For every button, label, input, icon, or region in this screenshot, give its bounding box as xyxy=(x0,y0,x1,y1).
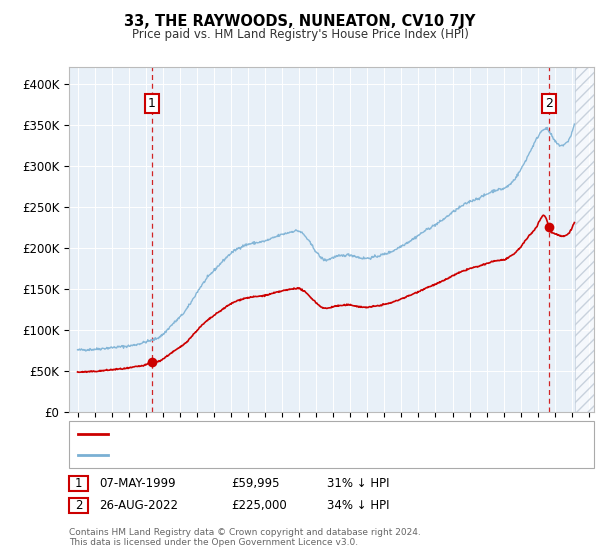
Text: 2: 2 xyxy=(545,97,553,110)
Text: 31% ↓ HPI: 31% ↓ HPI xyxy=(327,477,389,490)
Bar xyxy=(575,67,594,412)
Text: 1: 1 xyxy=(148,97,155,110)
Text: 26-AUG-2022: 26-AUG-2022 xyxy=(99,499,178,512)
Text: Contains HM Land Registry data © Crown copyright and database right 2024.
This d: Contains HM Land Registry data © Crown c… xyxy=(69,528,421,547)
Text: 33, THE RAYWOODS, NUNEATON, CV10 7JY (detached house): 33, THE RAYWOODS, NUNEATON, CV10 7JY (de… xyxy=(114,428,448,438)
Text: Price paid vs. HM Land Registry's House Price Index (HPI): Price paid vs. HM Land Registry's House … xyxy=(131,28,469,41)
Text: 34% ↓ HPI: 34% ↓ HPI xyxy=(327,499,389,512)
Text: £225,000: £225,000 xyxy=(231,499,287,512)
Text: £59,995: £59,995 xyxy=(231,477,280,490)
Text: 07-MAY-1999: 07-MAY-1999 xyxy=(99,477,176,490)
Text: 1: 1 xyxy=(75,477,82,490)
Text: 33, THE RAYWOODS, NUNEATON, CV10 7JY: 33, THE RAYWOODS, NUNEATON, CV10 7JY xyxy=(124,14,476,29)
Text: 2: 2 xyxy=(75,499,82,512)
Text: HPI: Average price, detached house, Nuneaton and Bedworth: HPI: Average price, detached house, Nune… xyxy=(114,450,450,460)
